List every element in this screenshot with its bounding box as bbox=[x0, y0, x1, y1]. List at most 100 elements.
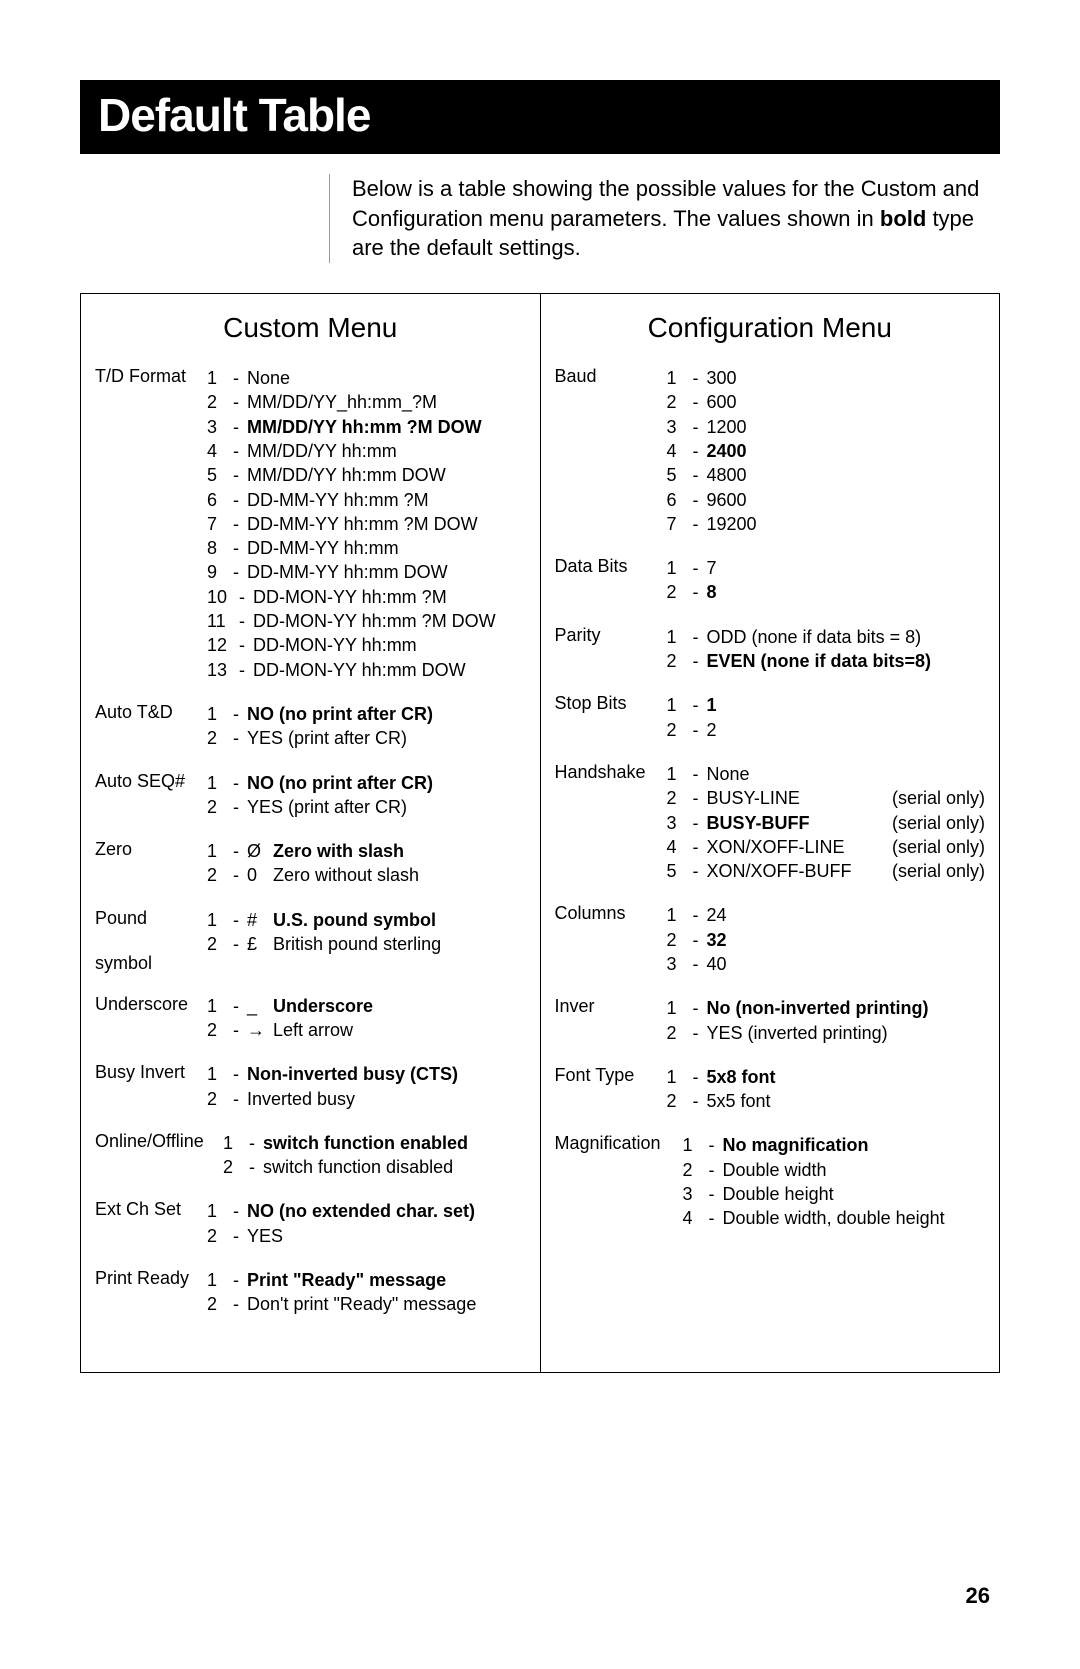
option-number: 13 bbox=[207, 658, 239, 682]
option-row: 1-NO (no print after CR) bbox=[207, 771, 526, 795]
option-number: 8 bbox=[207, 536, 233, 560]
option-symbol: 0 bbox=[247, 863, 273, 887]
option-row: 1-5x8 font bbox=[667, 1065, 986, 1089]
option-text: EVEN (none if data bits=8) bbox=[707, 649, 932, 673]
option-number: 2 bbox=[667, 1089, 693, 1113]
option-number: 3 bbox=[207, 415, 233, 439]
param-row: Parity1-ODD (none if data bits = 8)2-EVE… bbox=[555, 625, 986, 674]
option-row: 2-32 bbox=[667, 928, 986, 952]
option-text: switch function disabled bbox=[263, 1155, 453, 1179]
option-text: British pound sterling bbox=[273, 932, 441, 956]
option-number: 1 bbox=[207, 366, 233, 390]
option-dash: - bbox=[233, 839, 247, 863]
option-dash: - bbox=[233, 702, 247, 726]
option-text: 32 bbox=[707, 928, 727, 952]
param-label: Auto SEQ# bbox=[95, 771, 207, 792]
option-text: ODD (none if data bits = 8) bbox=[707, 625, 922, 649]
option-dash: - bbox=[249, 1131, 263, 1155]
option-dash: - bbox=[693, 366, 707, 390]
option-text: 19200 bbox=[707, 512, 757, 536]
config-menu-title: Configuration Menu bbox=[555, 312, 986, 344]
param-label: Handshake bbox=[555, 762, 667, 783]
option-number: 2 bbox=[207, 1292, 233, 1316]
option-dash: - bbox=[693, 762, 707, 786]
option-number: 1 bbox=[207, 908, 233, 932]
option-text: YES bbox=[247, 1224, 283, 1248]
option-number: 12 bbox=[207, 633, 239, 657]
option-row: 2-Inverted busy bbox=[207, 1087, 526, 1111]
intro-block: Below is a table showing the possible va… bbox=[80, 174, 1000, 263]
option-text: DD-MON-YY hh:mm ?M bbox=[253, 585, 447, 609]
option-row: 1-#U.S. pound symbol bbox=[207, 908, 526, 932]
option-row: 2-MM/DD/YY_hh:mm_?M bbox=[207, 390, 526, 414]
param-label: Poundsymbol bbox=[95, 908, 207, 974]
param-label: Stop Bits bbox=[555, 693, 667, 714]
option-dash: - bbox=[233, 439, 247, 463]
option-dash: - bbox=[233, 415, 247, 439]
option-number: 4 bbox=[667, 835, 693, 859]
param-options: 1-#U.S. pound symbol2-£British pound ste… bbox=[207, 908, 526, 957]
param-options: 1-No magnification2-Double width3-Double… bbox=[683, 1133, 986, 1230]
option-text: 2400 bbox=[707, 439, 747, 463]
option-dash: - bbox=[693, 1021, 707, 1045]
option-text: DD-MON-YY hh:mm bbox=[253, 633, 417, 657]
option-dash: - bbox=[709, 1182, 723, 1206]
param-options: 1-switch function enabled2-switch functi… bbox=[223, 1131, 526, 1180]
option-text: None bbox=[707, 762, 750, 786]
option-row: 2-EVEN (none if data bits=8) bbox=[667, 649, 986, 673]
param-label: Online/Offline bbox=[95, 1131, 223, 1152]
option-dash: - bbox=[709, 1133, 723, 1157]
option-row: 3-BUSY-BUFF(serial only) bbox=[667, 811, 986, 835]
param-options: 1-None2-MM/DD/YY_hh:mm_?M3-MM/DD/YY hh:m… bbox=[207, 366, 526, 682]
option-row: 12-DD-MON-YY hh:mm bbox=[207, 633, 526, 657]
param-label: Ext Ch Set bbox=[95, 1199, 207, 1220]
param-options: 1-_Underscore2-→Left arrow bbox=[207, 994, 526, 1043]
option-text: 1 bbox=[707, 693, 717, 717]
option-text: No (non-inverted printing) bbox=[707, 996, 929, 1020]
option-number: 1 bbox=[667, 1065, 693, 1089]
param-label: Inver bbox=[555, 996, 667, 1017]
option-dash: - bbox=[693, 415, 707, 439]
option-dash: - bbox=[233, 1224, 247, 1248]
option-row: 1-Non-inverted busy (CTS) bbox=[207, 1062, 526, 1086]
option-text: 7 bbox=[707, 556, 717, 580]
option-row: 1-ØZero with slash bbox=[207, 839, 526, 863]
page-number: 26 bbox=[966, 1583, 990, 1609]
option-row: 1-Print "Ready" message bbox=[207, 1268, 526, 1292]
option-dash: - bbox=[693, 625, 707, 649]
option-row: 8-DD-MM-YY hh:mm bbox=[207, 536, 526, 560]
option-text: 5x5 font bbox=[707, 1089, 771, 1113]
option-row: 5-4800 bbox=[667, 463, 986, 487]
option-dash: - bbox=[233, 463, 247, 487]
option-dash: - bbox=[693, 556, 707, 580]
option-number: 1 bbox=[207, 994, 233, 1018]
option-number: 1 bbox=[207, 702, 233, 726]
option-text: No magnification bbox=[723, 1133, 869, 1157]
option-row: 1-NO (no extended char. set) bbox=[207, 1199, 526, 1223]
param-row: Columns1-242-323-40 bbox=[555, 903, 986, 976]
option-number: 3 bbox=[683, 1182, 709, 1206]
option-text: DD-MM-YY hh:mm ?M bbox=[247, 488, 429, 512]
option-dash: - bbox=[233, 536, 247, 560]
option-row: 1-7 bbox=[667, 556, 986, 580]
option-row: 2-→Left arrow bbox=[207, 1018, 526, 1042]
option-row: 4-Double width, double height bbox=[683, 1206, 986, 1230]
option-number: 2 bbox=[667, 390, 693, 414]
option-row: 1-None bbox=[207, 366, 526, 390]
option-number: 2 bbox=[207, 726, 233, 750]
option-dash: - bbox=[693, 1089, 707, 1113]
option-dash: - bbox=[249, 1155, 263, 1179]
settings-table: Custom Menu T/D Format1-None2-MM/DD/YY_h… bbox=[80, 293, 1000, 1373]
param-options: 1-72-8 bbox=[667, 556, 986, 605]
option-number: 5 bbox=[667, 463, 693, 487]
option-row: 10-DD-MON-YY hh:mm ?M bbox=[207, 585, 526, 609]
option-dash: - bbox=[233, 795, 247, 819]
option-text: DD-MM-YY hh:mm DOW bbox=[247, 560, 448, 584]
param-options: 1-NO (no print after CR)2-YES (print aft… bbox=[207, 702, 526, 751]
option-number: 7 bbox=[667, 512, 693, 536]
param-row: Online/Offline1-switch function enabled2… bbox=[95, 1131, 526, 1180]
param-options: 1-Non-inverted busy (CTS)2-Inverted busy bbox=[207, 1062, 526, 1111]
option-dash: - bbox=[233, 771, 247, 795]
option-row: 3-40 bbox=[667, 952, 986, 976]
option-number: 2 bbox=[667, 718, 693, 742]
